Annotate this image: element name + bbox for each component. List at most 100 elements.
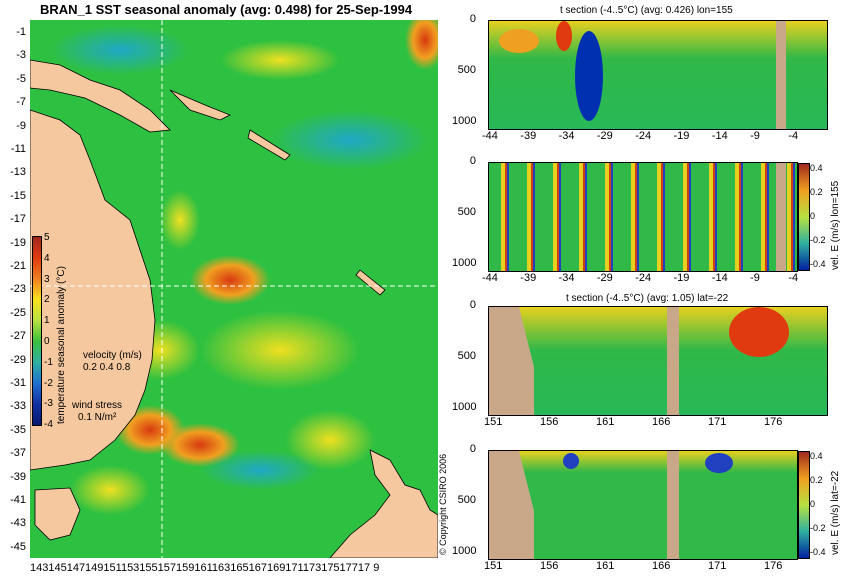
temp-colorbar-tick: 5	[44, 232, 50, 243]
map-lat-tick: -13	[10, 166, 26, 179]
land-new-caledonia	[355, 269, 386, 296]
depth-tick: 1000	[452, 115, 477, 127]
map-lat-tick: -9	[16, 119, 26, 132]
vel-colorbar-tick: 0.4	[810, 163, 823, 173]
wind-label: wind stress	[72, 400, 123, 411]
temp-colorbar-tick: -3	[44, 398, 53, 410]
lat-section-tick: -39	[520, 272, 537, 284]
lon-section-tick: 161	[596, 416, 615, 428]
lat-section-tick: -19	[673, 272, 690, 284]
panel3-title: t section (-4..5°C) (avg: 1.05) lat=-22	[566, 293, 729, 304]
lat-section-tick: -24	[635, 130, 652, 142]
vel-colorbar-tick: 0.2	[810, 187, 823, 197]
temp-colorbar-label: temperature seasonal anomaly (°C)	[56, 266, 67, 424]
lon-section-tick: 176	[764, 416, 783, 428]
wind-scale: 0.1 N/m²	[78, 412, 117, 423]
map-lat-tick: -19	[10, 236, 26, 249]
main-title: BRAN_1 SST seasonal anomaly (avg: 0.498)…	[40, 2, 413, 17]
vel-label-lon: vel. E (m/s) lon=155	[830, 180, 841, 270]
map-lat-tick: -39	[10, 470, 26, 483]
lat-section-tick: -34	[558, 130, 575, 142]
lat-section-tick: -39	[520, 130, 537, 142]
lat-section-tick: -4	[788, 272, 799, 284]
panel3-temp-section	[488, 306, 828, 416]
map-lon-axis: 1431451471491511531551571591611631651671…	[30, 562, 380, 574]
lon-section-tick: 166	[652, 560, 671, 572]
temp-colorbar-tick: 0	[44, 336, 50, 347]
vel-colorbar-tick: 0.2	[810, 475, 823, 485]
lon-section-tick: 151	[484, 416, 503, 428]
lon-section-tick: 156	[540, 416, 559, 428]
sst-map	[30, 20, 438, 558]
vel-colorbar-1	[798, 163, 810, 271]
map-lat-tick: -5	[16, 72, 26, 85]
temp-colorbar-tick: 3	[44, 273, 50, 285]
vel-colorbar-tick: -0.2	[810, 523, 826, 533]
depth-tick: 500	[457, 494, 476, 506]
vel-colorbar-tick: 0.4	[810, 451, 823, 461]
map-lat-tick: -27	[10, 330, 26, 343]
temp-colorbar-tick: -1	[44, 356, 53, 368]
map-lat-tick: -33	[10, 400, 26, 413]
land-tasmania	[34, 487, 81, 541]
vel-colorbar-tick: 0	[810, 211, 816, 221]
land-australia	[30, 109, 156, 471]
sst-map-svg	[30, 20, 438, 558]
lat-section-tick: -24	[635, 272, 652, 284]
temp-colorbar	[32, 236, 42, 426]
panel1-title: t section (-4..5°C) (avg: 0.426) lon=155	[560, 5, 733, 16]
vel-colorbar-2	[798, 451, 810, 559]
lat-section-tick: -19	[673, 130, 690, 142]
depth-tick: 500	[457, 206, 476, 218]
depth-tick: 1000	[452, 545, 477, 557]
land-new-britain	[169, 89, 231, 121]
map-lat-tick: -31	[10, 377, 26, 389]
lat-section-tick: -29	[596, 272, 613, 284]
map-lat-tick: -37	[10, 447, 26, 460]
depth-tick: 500	[457, 350, 476, 362]
panel1-temp-section	[488, 20, 828, 130]
map-lat-tick: -41	[10, 494, 26, 506]
lat-section-tick: -44	[482, 130, 498, 142]
lat-section-tick: -29	[596, 130, 613, 142]
temp-colorbar-tick: 4	[44, 252, 50, 264]
depth-tick: 0	[469, 13, 476, 25]
lat-section-tick: -9	[750, 130, 760, 142]
land-new-zealand	[329, 449, 438, 558]
lon-section-tick: 151	[484, 560, 503, 572]
temp-colorbar-tick: -4	[44, 419, 53, 431]
vel-label-lat: vel. E (m/s) lat=-22	[830, 470, 841, 555]
land-solomons	[247, 129, 291, 161]
map-lat-tick: -23	[10, 283, 26, 296]
lat-section-tick: -4	[788, 130, 799, 142]
lat-section-tick: -14	[711, 130, 728, 142]
map-lat-tick: -21	[10, 260, 26, 272]
vel-colorbar-tick: 0	[810, 499, 816, 509]
lon-section-tick: 156	[540, 560, 559, 572]
depth-tick: 500	[457, 64, 476, 76]
lon-section-tick: 161	[596, 560, 615, 572]
lon-section-tick: 166	[652, 416, 671, 428]
panel4-vel-section	[488, 450, 798, 560]
map-lat-tick: -25	[10, 306, 26, 319]
depth-tick: 0	[469, 299, 476, 311]
lat-section-tick: -9	[750, 272, 760, 284]
panel2-vel-section	[488, 162, 798, 272]
depth-tick: 1000	[452, 401, 477, 413]
lon-section-tick: 171	[708, 560, 727, 572]
map-lat-tick: -35	[10, 423, 26, 436]
map-lat-tick: -45	[10, 540, 26, 553]
copyright-text: © Copyright CSIRO 2006	[438, 453, 448, 555]
temp-colorbar-tick: 1	[44, 315, 50, 327]
velocity-scale: 0.2 0.4 0.8	[83, 362, 131, 373]
map-lat-tick: -3	[16, 49, 26, 62]
lon-section-tick: 176	[764, 560, 783, 572]
lat-section-tick: -44	[482, 272, 498, 284]
lat-section-tick: -14	[711, 272, 728, 284]
depth-tick: 0	[469, 443, 476, 455]
map-lat-tick: -29	[10, 353, 26, 366]
map-lat-tick: -1	[16, 26, 26, 38]
vel-colorbar-tick: -0.2	[810, 235, 826, 245]
vel-colorbar-tick: -0.4	[810, 259, 826, 269]
map-lat-tick: -17	[10, 213, 26, 226]
